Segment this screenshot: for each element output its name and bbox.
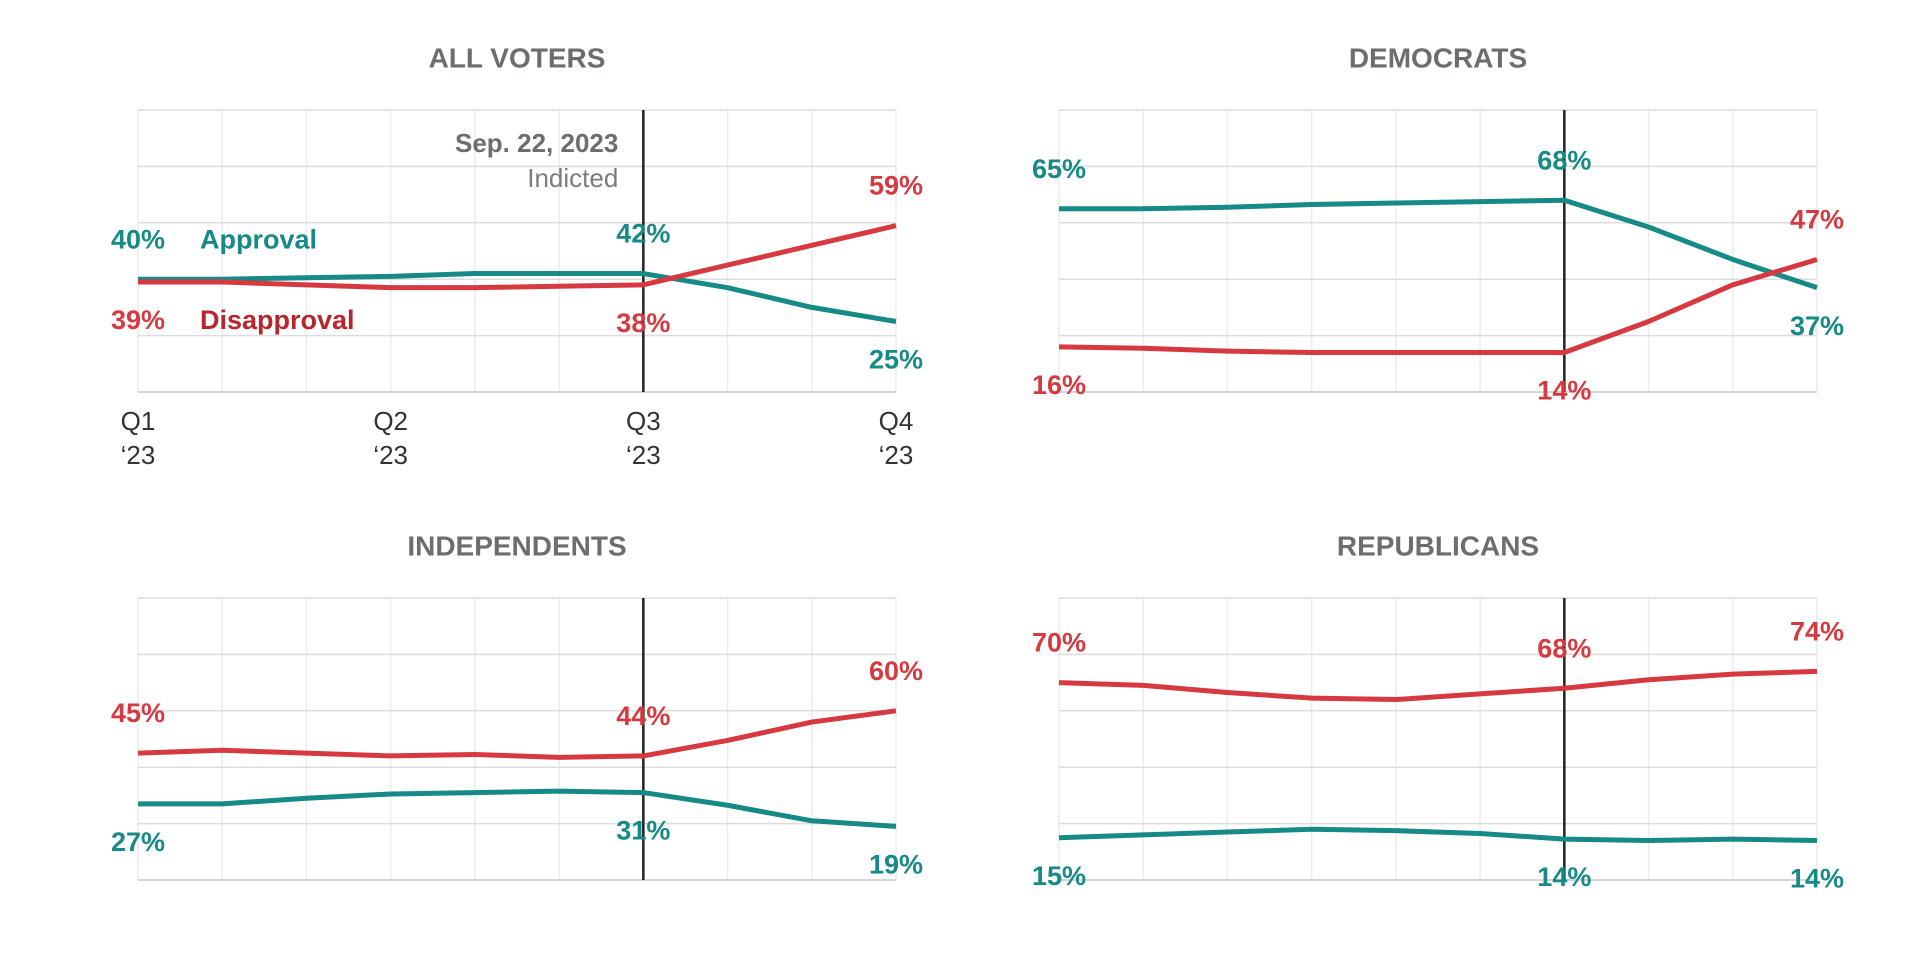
x-tick-label: Q1 ‘23: [120, 406, 156, 470]
x-tick-label: Q2 ‘23: [373, 406, 409, 470]
series-line: [138, 223, 897, 291]
x-tick-label: Q4 ‘23: [878, 406, 914, 470]
event-date: Sep. 22, 2023: [455, 128, 618, 158]
value-label: 37%: [1790, 311, 1844, 341]
legend-label: Disapproval: [200, 305, 355, 335]
value-label: 68%: [1537, 633, 1591, 663]
value-label: 31%: [616, 816, 670, 846]
chart-title: ALL VOTERS: [429, 42, 606, 73]
chart-title: INDEPENDENTS: [407, 530, 626, 561]
value-label: 42%: [616, 219, 670, 249]
series-line: [1059, 197, 1818, 291]
series-line: [1058, 257, 1818, 356]
series-line: [1058, 826, 1818, 844]
series-line: [138, 788, 897, 829]
chart-title: REPUBLICANS: [1337, 530, 1539, 561]
value-label: 45%: [111, 698, 165, 728]
value-label: 16%: [1032, 370, 1086, 400]
value-label: 39%: [111, 305, 165, 335]
series-line: [1058, 668, 1818, 703]
chart-title: DEMOCRATS: [1349, 42, 1527, 73]
value-label: 27%: [111, 827, 165, 857]
value-label: 14%: [1537, 376, 1591, 406]
value-label: 40%: [111, 224, 165, 254]
value-label: 14%: [1537, 862, 1591, 892]
x-tick-label: Q3 ‘23: [625, 406, 661, 470]
series-line: [137, 708, 897, 760]
event-label: Indicted: [527, 163, 618, 193]
series-line: [138, 271, 897, 324]
legend-label: Approval: [200, 224, 317, 254]
value-label: 47%: [1790, 205, 1844, 235]
value-label: 44%: [616, 701, 670, 731]
value-label: 15%: [1032, 861, 1086, 891]
value-label: 68%: [1537, 145, 1591, 175]
value-label: 60%: [869, 656, 923, 686]
value-label: 14%: [1790, 864, 1844, 894]
value-label: 70%: [1032, 628, 1086, 658]
value-label: 59%: [869, 171, 923, 201]
value-label: 25%: [869, 345, 923, 375]
value-label: 74%: [1790, 616, 1844, 646]
value-label: 19%: [869, 850, 923, 880]
value-label: 65%: [1032, 154, 1086, 184]
value-label: 38%: [616, 308, 670, 338]
